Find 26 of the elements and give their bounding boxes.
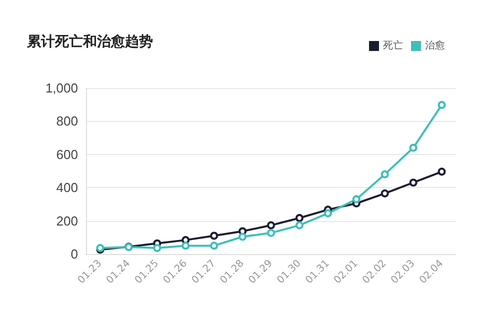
- point: [352, 195, 360, 204]
- point: [409, 178, 418, 187]
- chart-title: 累计死亡和治愈趋势: [26, 33, 153, 50]
- y-tick-label: 600: [56, 146, 78, 162]
- y-tick-label: 400: [56, 180, 78, 196]
- point: [295, 214, 304, 222]
- y-tick-label: 0: [70, 246, 78, 262]
- point: [267, 221, 275, 230]
- point: [409, 144, 418, 152]
- y-tick-label: 200: [56, 213, 78, 228]
- point: [210, 232, 218, 240]
- point: [267, 228, 275, 237]
- point: [438, 168, 446, 176]
- point: [238, 232, 247, 241]
- legend-label: 死亡: [383, 40, 403, 52]
- point: [295, 221, 304, 230]
- point: [380, 189, 389, 198]
- y-tick-label: 800: [56, 114, 78, 129]
- point: [153, 244, 162, 252]
- point: [324, 209, 332, 218]
- legend-label: 治愈: [425, 40, 445, 52]
- point: [438, 100, 446, 109]
- point: [210, 242, 218, 250]
- y-tick-label: 1,000: [45, 80, 78, 96]
- point: [380, 170, 389, 178]
- point: [182, 242, 190, 250]
